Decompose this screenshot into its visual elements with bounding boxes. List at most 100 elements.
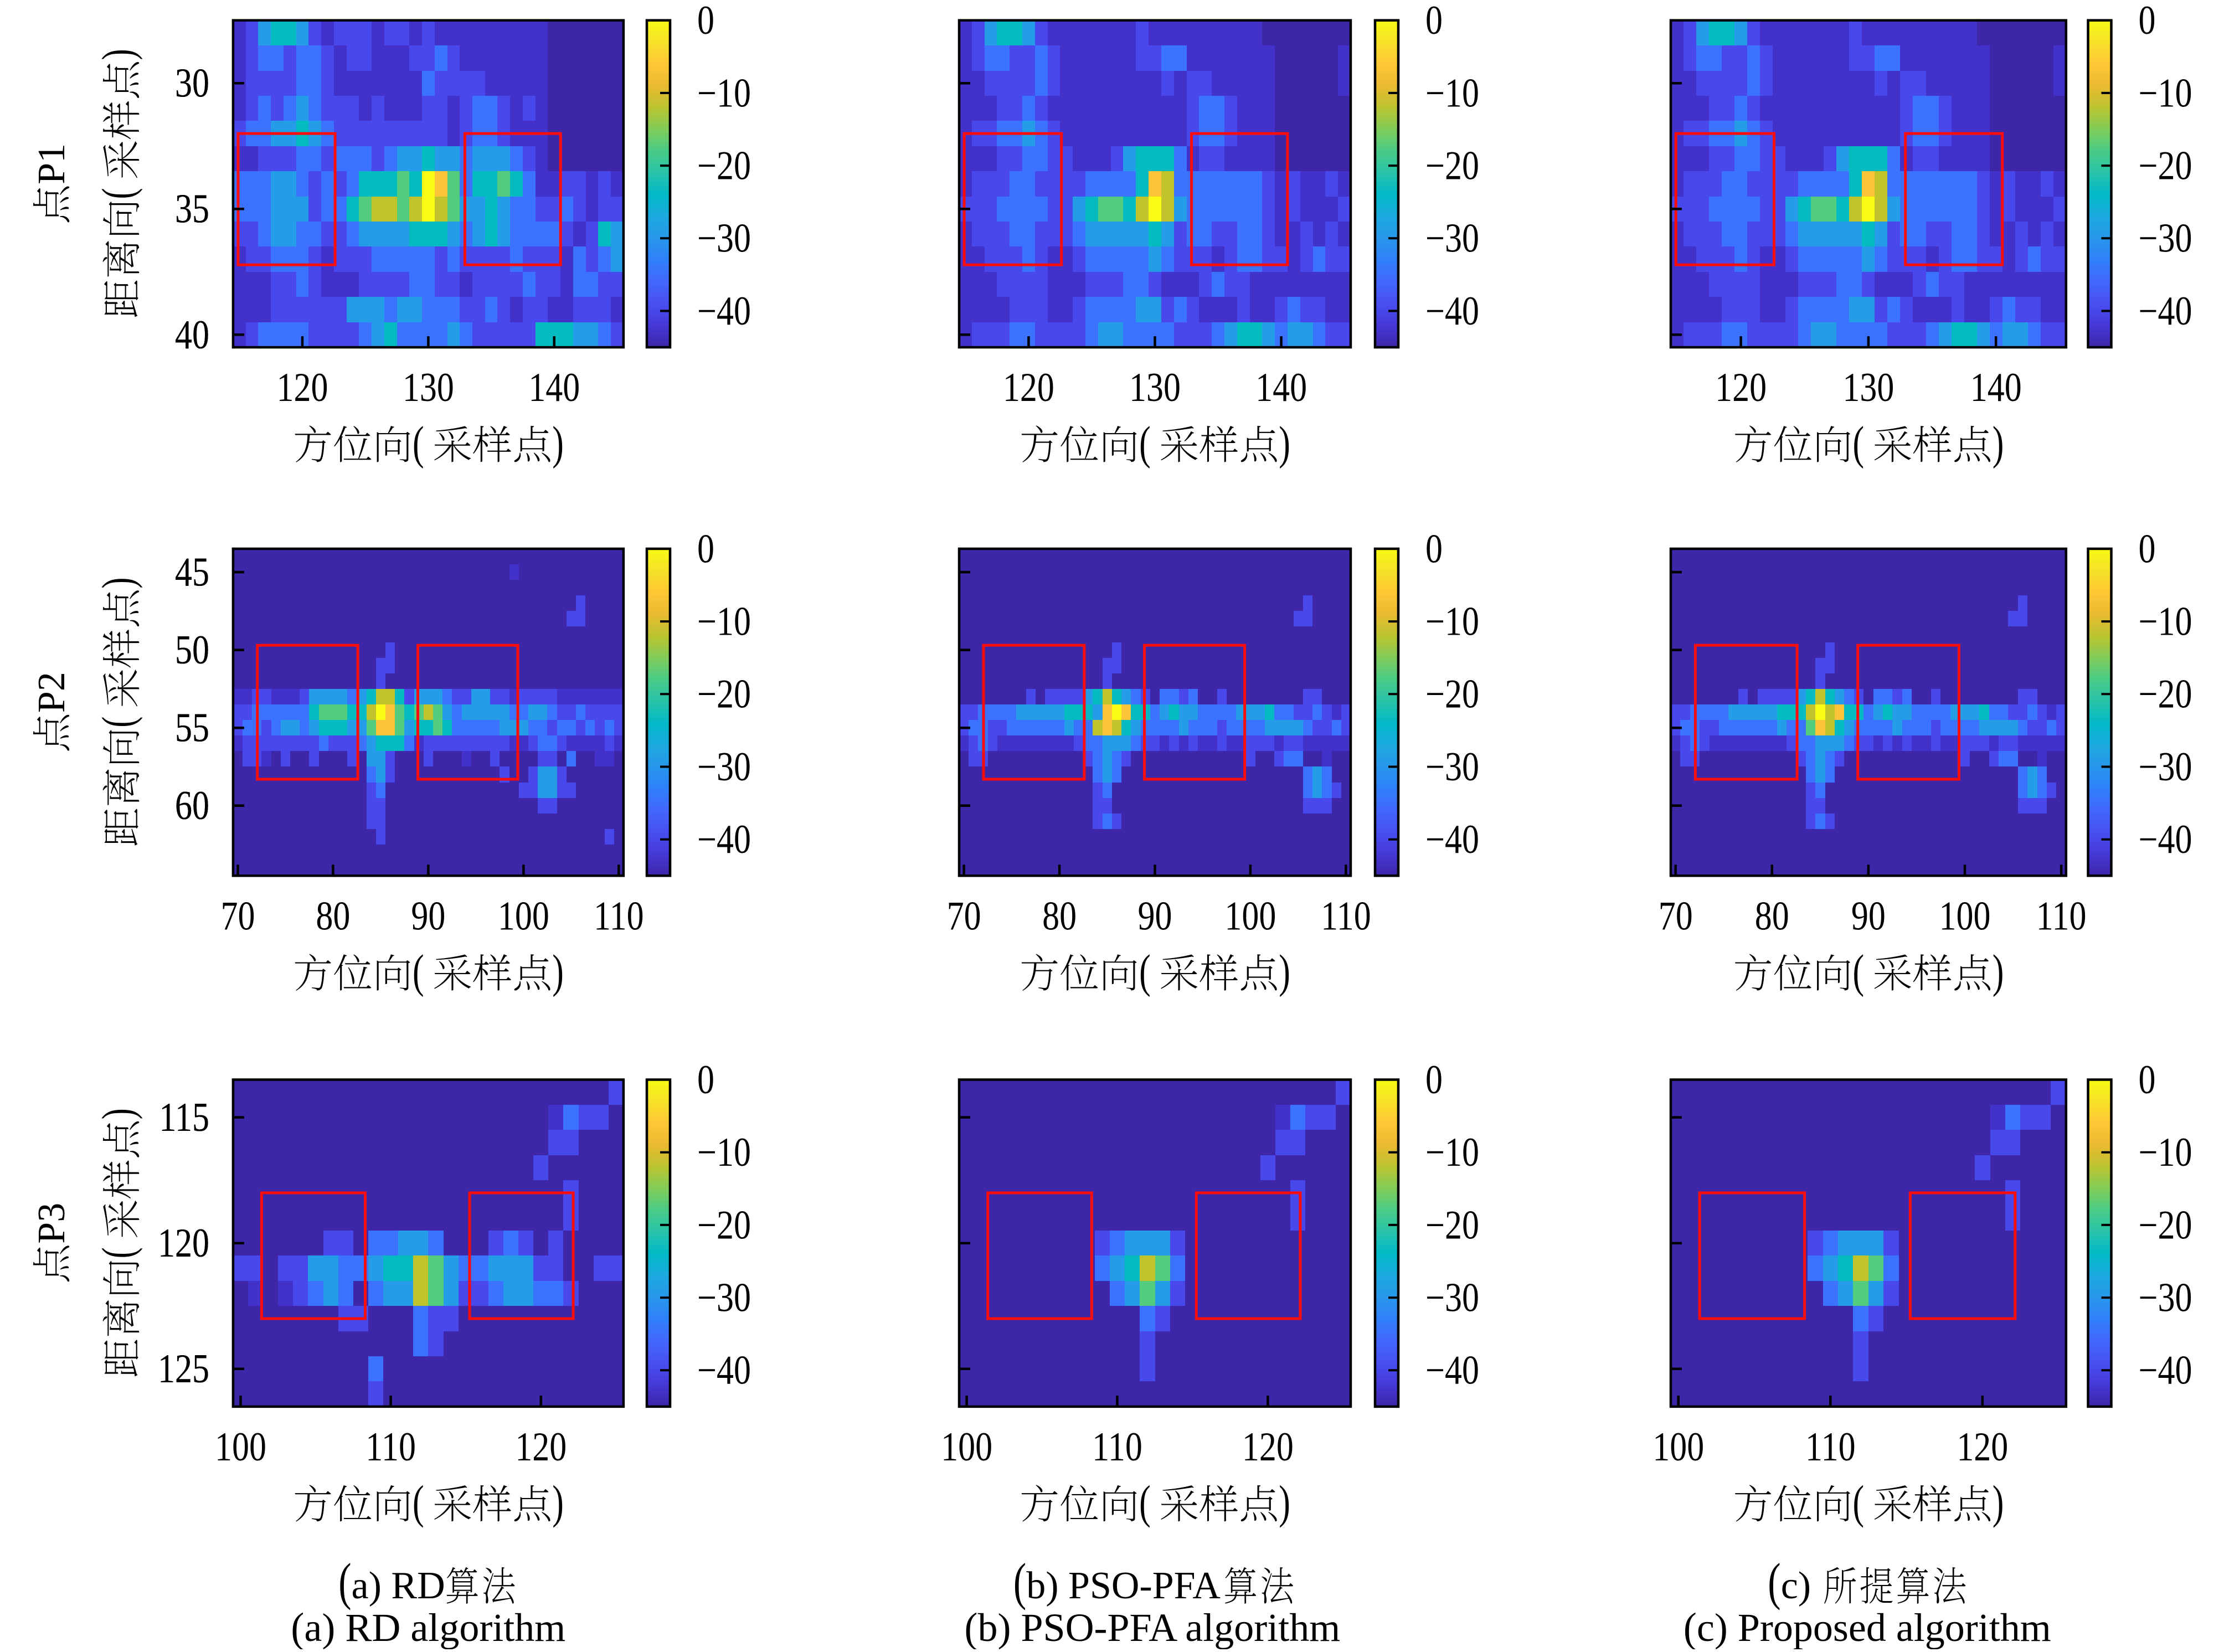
svg-text:100: 100 (941, 1424, 992, 1469)
svg-text:(: ( (1768, 1553, 1780, 1611)
svg-text:125: 125 (158, 1346, 209, 1391)
svg-text:110: 110 (1092, 1424, 1142, 1469)
svg-text:100: 100 (498, 893, 549, 938)
svg-text:−10: −10 (2139, 70, 2192, 115)
svg-text:): ) (93, 49, 143, 60)
svg-text:125: 125 (158, 1346, 209, 1391)
svg-text:120: 120 (1957, 1424, 2008, 1469)
svg-text:(: ( (338, 1553, 351, 1611)
svg-text:110: 110 (365, 1424, 416, 1469)
svg-text:−40: −40 (1425, 816, 1479, 862)
svg-text:): ) (1993, 418, 2004, 470)
svg-text:80: 80 (1755, 893, 1789, 938)
svg-text:(: ( (1139, 946, 1151, 998)
svg-text:125: 125 (158, 1346, 209, 1391)
svg-text:(: ( (1853, 946, 1865, 998)
svg-text:80: 80 (1042, 893, 1077, 938)
svg-text:100: 100 (1652, 1424, 1704, 1469)
svg-text:−10: −10 (697, 70, 751, 115)
svg-text:115: 115 (159, 1094, 209, 1140)
svg-text:90: 90 (411, 893, 445, 938)
svg-text:55: 55 (175, 705, 209, 750)
svg-text:(: ( (1684, 1604, 1697, 1649)
svg-text:50: 50 (175, 627, 209, 672)
svg-text:−10: −10 (1425, 70, 1479, 115)
svg-text:90: 90 (1851, 893, 1886, 938)
svg-text:−10: −10 (1425, 598, 1479, 644)
svg-text:120: 120 (1715, 364, 1767, 410)
svg-text:−10: −10 (2139, 1129, 2192, 1175)
svg-text:70: 70 (947, 893, 981, 938)
svg-text:−20: −20 (1425, 142, 1479, 188)
svg-text:(: ( (1013, 1553, 1026, 1611)
svg-text:P3: P3 (30, 1203, 73, 1244)
svg-text:−30: −30 (697, 215, 751, 261)
svg-text:50: 50 (175, 627, 209, 672)
svg-text:): ) (552, 418, 564, 470)
svg-text:): ) (1279, 418, 1290, 470)
svg-text:−30: −30 (1425, 215, 1479, 261)
svg-text:130: 130 (1842, 364, 1894, 410)
svg-text:−20: −20 (1425, 671, 1479, 717)
svg-text:40: 40 (175, 312, 209, 357)
svg-text:): ) (552, 946, 564, 998)
svg-text:60: 60 (175, 783, 209, 828)
svg-text:−20: −20 (697, 671, 751, 717)
svg-text:): ) (93, 578, 143, 589)
svg-text:120: 120 (158, 1220, 209, 1265)
svg-text:80: 80 (316, 893, 350, 938)
svg-text:): ) (552, 1476, 564, 1529)
svg-text:−20: −20 (697, 142, 751, 188)
svg-text:(: ( (1853, 1476, 1865, 1529)
svg-text:−30: −30 (2139, 215, 2192, 261)
svg-text:−30: −30 (2139, 744, 2192, 789)
svg-text:0: 0 (697, 0, 714, 43)
svg-text:c): c) (1781, 1564, 1811, 1607)
svg-text:a) RD: a) RD (352, 1564, 445, 1607)
svg-text:120: 120 (1003, 364, 1054, 410)
svg-text:−20: −20 (1425, 1202, 1479, 1247)
svg-text:130: 130 (1129, 364, 1181, 410)
svg-text:30: 30 (175, 60, 209, 106)
svg-text:35: 35 (175, 186, 209, 231)
svg-text:45: 45 (175, 549, 209, 594)
svg-text:55: 55 (175, 705, 209, 750)
svg-text:30: 30 (175, 60, 209, 106)
svg-text:110: 110 (1321, 893, 1371, 938)
svg-text:120: 120 (277, 364, 328, 410)
svg-text:120: 120 (1242, 1424, 1294, 1469)
svg-text:): ) (1279, 1476, 1290, 1529)
svg-text:): ) (1993, 946, 2004, 998)
svg-text:(: ( (413, 418, 424, 470)
svg-text:−30: −30 (697, 1274, 751, 1320)
svg-text:50: 50 (175, 627, 209, 672)
svg-text:−40: −40 (697, 288, 751, 333)
svg-text:0: 0 (697, 1057, 714, 1102)
svg-text:0: 0 (2139, 526, 2156, 571)
svg-text:(: ( (413, 1476, 424, 1529)
svg-text:−30: −30 (2139, 1274, 2192, 1320)
svg-text:−40: −40 (2139, 288, 2192, 333)
svg-text:(: ( (965, 1604, 978, 1649)
svg-text:−40: −40 (697, 816, 751, 862)
svg-text:(: ( (1139, 1476, 1151, 1529)
svg-text:a) RD algorithm: a) RD algorithm (304, 1605, 565, 1649)
svg-text:−10: −10 (1425, 1129, 1479, 1175)
svg-text:0: 0 (1425, 526, 1443, 571)
svg-text:60: 60 (175, 783, 209, 828)
svg-text:(: ( (93, 188, 143, 199)
svg-text:140: 140 (1255, 364, 1307, 410)
svg-text:45: 45 (175, 549, 209, 594)
svg-text:−10: −10 (2139, 598, 2192, 644)
svg-text:115: 115 (159, 1094, 209, 1140)
svg-text:0: 0 (697, 526, 714, 571)
svg-text:40: 40 (175, 312, 209, 357)
svg-text:0: 0 (2139, 0, 2156, 43)
svg-text:115: 115 (159, 1094, 209, 1140)
svg-text:−20: −20 (2139, 142, 2192, 188)
svg-text:(: ( (413, 946, 424, 998)
svg-text:120: 120 (158, 1220, 209, 1265)
svg-text:35: 35 (175, 186, 209, 231)
svg-text:−20: −20 (2139, 1202, 2192, 1247)
svg-text:140: 140 (528, 364, 580, 410)
